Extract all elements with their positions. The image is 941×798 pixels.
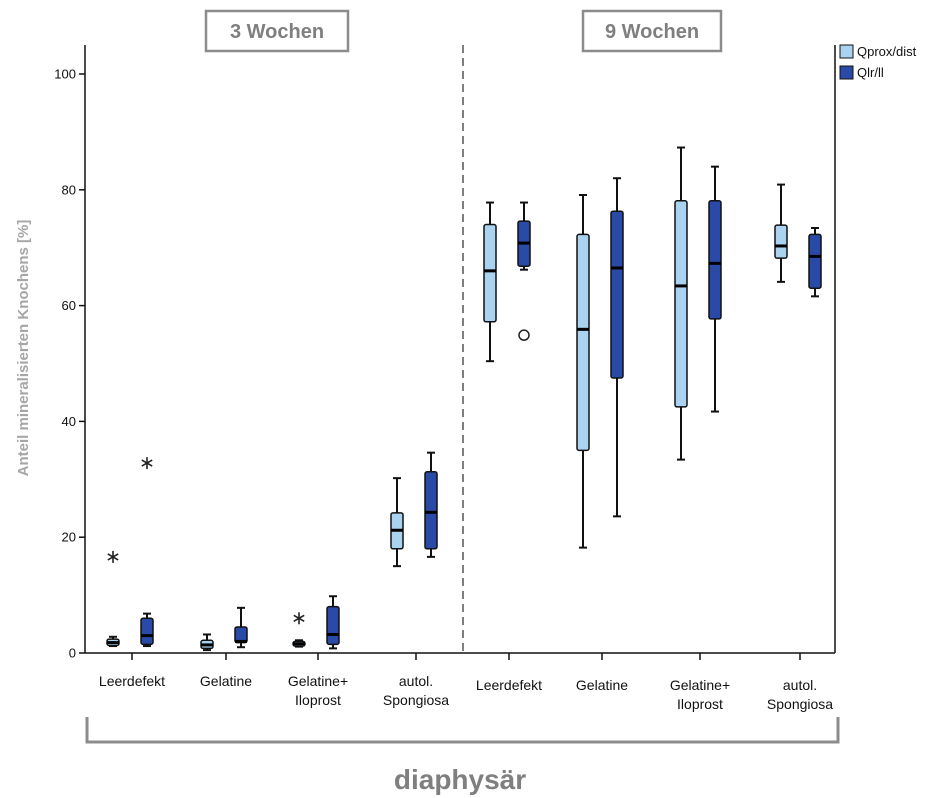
box (483, 223, 497, 323)
panel-title: 9 Wochen (605, 21, 699, 43)
axes (84, 45, 836, 654)
legend-label: Qprox/dist (857, 44, 917, 59)
extreme-value-marker (141, 457, 153, 470)
box (774, 224, 788, 259)
legend-swatch (839, 44, 854, 59)
category-label: Gelatine (200, 673, 252, 689)
category-labels: Leerdefekt Gelatine Gelatine+ Iloprost autol… (99, 653, 833, 712)
extreme-value-stroke (293, 614, 305, 622)
y-ticks: 0 20 40 60 80 100 (54, 67, 85, 661)
y-tick-label: 100 (54, 67, 76, 82)
category-label: Iloprost (677, 696, 723, 712)
extreme-value-marker (293, 612, 305, 625)
box-group (292, 612, 306, 648)
box (140, 617, 154, 646)
extreme-value-stroke (141, 459, 153, 467)
extreme-value-stroke (107, 553, 119, 561)
boxes (106, 146, 822, 652)
category-label: Gelatine+ (670, 677, 730, 693)
box-group (326, 595, 340, 650)
legend-swatch (839, 65, 854, 80)
box (610, 210, 624, 379)
y-tick-label: 40 (62, 414, 76, 429)
y-tick-label: 20 (62, 530, 76, 545)
box-group (234, 606, 248, 649)
box-group (708, 165, 722, 413)
box-group (106, 550, 120, 648)
y-tick-label: 80 (62, 182, 76, 197)
category-label: Spongiosa (383, 692, 449, 708)
box-group (517, 201, 531, 341)
bottom-bracket (85, 717, 840, 744)
box-group (483, 201, 497, 363)
panel-title-box (581, 9, 723, 53)
box (424, 471, 438, 550)
box-group (390, 477, 404, 568)
y-tick-label: 60 (62, 298, 76, 313)
box-group (610, 177, 624, 518)
y-tick-label: 0 (69, 646, 76, 661)
box (576, 233, 590, 452)
box-group (674, 146, 688, 461)
box-group (140, 457, 154, 648)
category-label: Leerdefekt (476, 677, 542, 693)
extreme-value-marker (107, 550, 119, 563)
box-group (200, 633, 214, 652)
legend: Qprox/dist Qlr/ll (839, 44, 917, 80)
category-label: Gelatine (576, 677, 628, 693)
box (326, 605, 340, 646)
category-label: autol. (399, 673, 433, 689)
category-label: Spongiosa (767, 696, 833, 712)
panel-titles: 3 Wochen 9 Wochen (204, 9, 723, 53)
panel-title-box (204, 9, 350, 53)
panel-title: 3 Wochen (230, 21, 324, 43)
box (708, 200, 722, 320)
bottom-group-label: diaphysär (394, 764, 526, 795)
box-group (808, 227, 822, 298)
category-label: Iloprost (295, 692, 341, 708)
legend-label: Qlr/ll (857, 65, 884, 80)
box-group (774, 183, 788, 283)
category-label: autol. (783, 677, 817, 693)
y-axis-label: Anteil mineralisierten Knochens [%] (15, 220, 32, 477)
box-group (424, 451, 438, 558)
category-label: Gelatine+ (288, 673, 348, 689)
box (674, 200, 688, 408)
outlier-marker (518, 329, 530, 341)
category-label: Leerdefekt (99, 673, 165, 689)
box-group (576, 194, 590, 549)
box (808, 233, 822, 289)
